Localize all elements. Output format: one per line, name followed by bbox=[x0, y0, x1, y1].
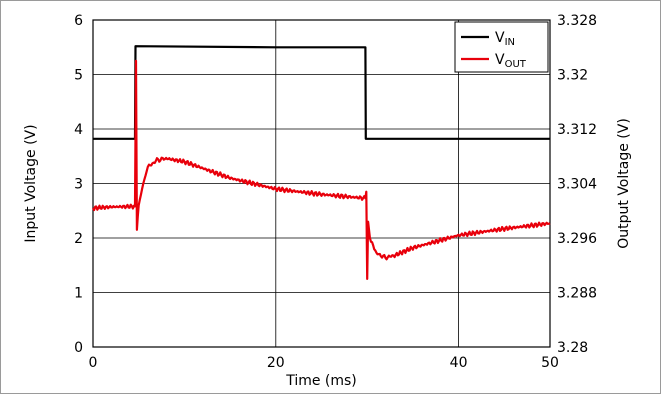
right-tick-label: 3.328 bbox=[557, 13, 597, 29]
x-axis-ticks: 0 20 40 50 bbox=[89, 355, 559, 371]
left-tick-label: 2 bbox=[74, 231, 83, 247]
left-tick-label: 3 bbox=[74, 177, 83, 193]
series-layer bbox=[92, 45, 551, 280]
x-tick-label: 0 bbox=[89, 355, 98, 371]
series-line-out bbox=[92, 59, 551, 280]
left-tick-label: 6 bbox=[74, 13, 83, 29]
plot-border bbox=[92, 19, 551, 348]
legend-box bbox=[454, 21, 549, 73]
right-tick-label: 3.304 bbox=[557, 177, 597, 193]
plot-area bbox=[92, 19, 551, 348]
left-tick-label: 1 bbox=[74, 286, 83, 302]
x-tick-label: 50 bbox=[541, 355, 559, 371]
right-tick-label: 3.312 bbox=[557, 122, 597, 138]
legend-label: VIN bbox=[495, 30, 515, 48]
right-axis-label: Output Voltage (V) bbox=[616, 118, 632, 249]
x-tick-label: 20 bbox=[267, 355, 285, 371]
left-tick-label: 4 bbox=[74, 122, 83, 138]
right-tick-label: 3.32 bbox=[557, 68, 588, 84]
right-tick-label: 3.28 bbox=[557, 340, 588, 356]
right-tick-label: 3.288 bbox=[557, 286, 597, 302]
left-axis-label: Input Voltage (V) bbox=[23, 124, 39, 242]
x-tick-label: 40 bbox=[450, 355, 468, 371]
right-axis-ticks: 3.28 3.288 3.296 3.304 3.312 3.32 3.328 bbox=[557, 13, 597, 356]
legend-label: VOUT bbox=[495, 52, 527, 70]
legend: VIN VOUT bbox=[454, 21, 549, 73]
right-tick-label: 3.296 bbox=[557, 231, 597, 247]
left-tick-label: 0 bbox=[74, 340, 83, 356]
left-axis-ticks: 0 1 2 3 4 5 6 bbox=[74, 13, 83, 356]
x-axis-label: Time (ms) bbox=[285, 373, 357, 389]
left-tick-label: 5 bbox=[74, 68, 83, 84]
